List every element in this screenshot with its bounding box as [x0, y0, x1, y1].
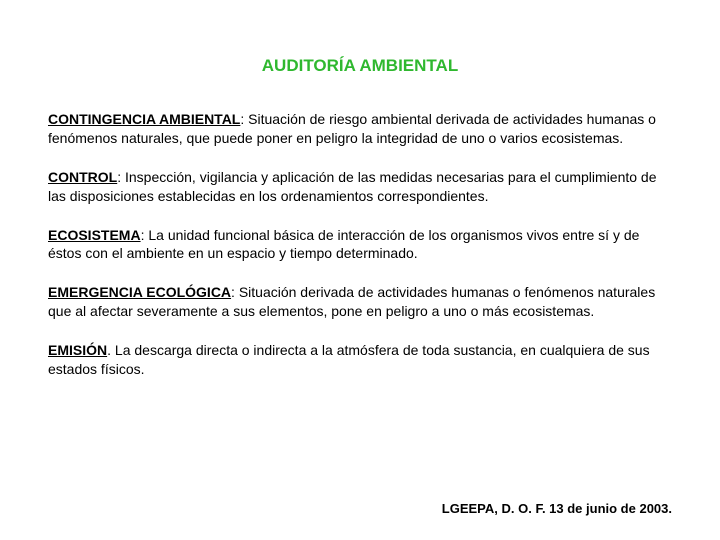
definition-term: ECOSISTEMA [48, 227, 141, 243]
definition-paragraph: EMISIÓN. La descarga directa o indirecta… [48, 341, 672, 379]
definition-paragraph: CONTINGENCIA AMBIENTAL: Situación de rie… [48, 110, 672, 148]
definition-sep: : [117, 169, 125, 185]
definition-term: CONTROL [48, 169, 117, 185]
definition-sep: : [231, 284, 239, 300]
definition-term: CONTINGENCIA AMBIENTAL [48, 111, 240, 127]
definition-term: EMISIÓN [48, 342, 107, 358]
definition-body: Inspección, vigilancia y aplicación de l… [48, 169, 657, 204]
definition-body: La descarga directa o indirecta a la atm… [48, 342, 650, 377]
definition-paragraph: ECOSISTEMA: La unidad funcional básica d… [48, 226, 672, 264]
definition-paragraph: EMERGENCIA ECOLÓGICA: Situación derivada… [48, 283, 672, 321]
footer-citation: LGEEPA, D. O. F. 13 de junio de 2003. [442, 501, 672, 516]
page-title: AUDITORÍA AMBIENTAL [48, 56, 672, 76]
definition-term: EMERGENCIA ECOLÓGICA [48, 284, 231, 300]
document-page: AUDITORÍA AMBIENTAL CONTINGENCIA AMBIENT… [0, 0, 720, 540]
definition-sep: . [107, 342, 115, 358]
definition-paragraph: CONTROL: Inspección, vigilancia y aplica… [48, 168, 672, 206]
definition-sep: : [240, 111, 248, 127]
